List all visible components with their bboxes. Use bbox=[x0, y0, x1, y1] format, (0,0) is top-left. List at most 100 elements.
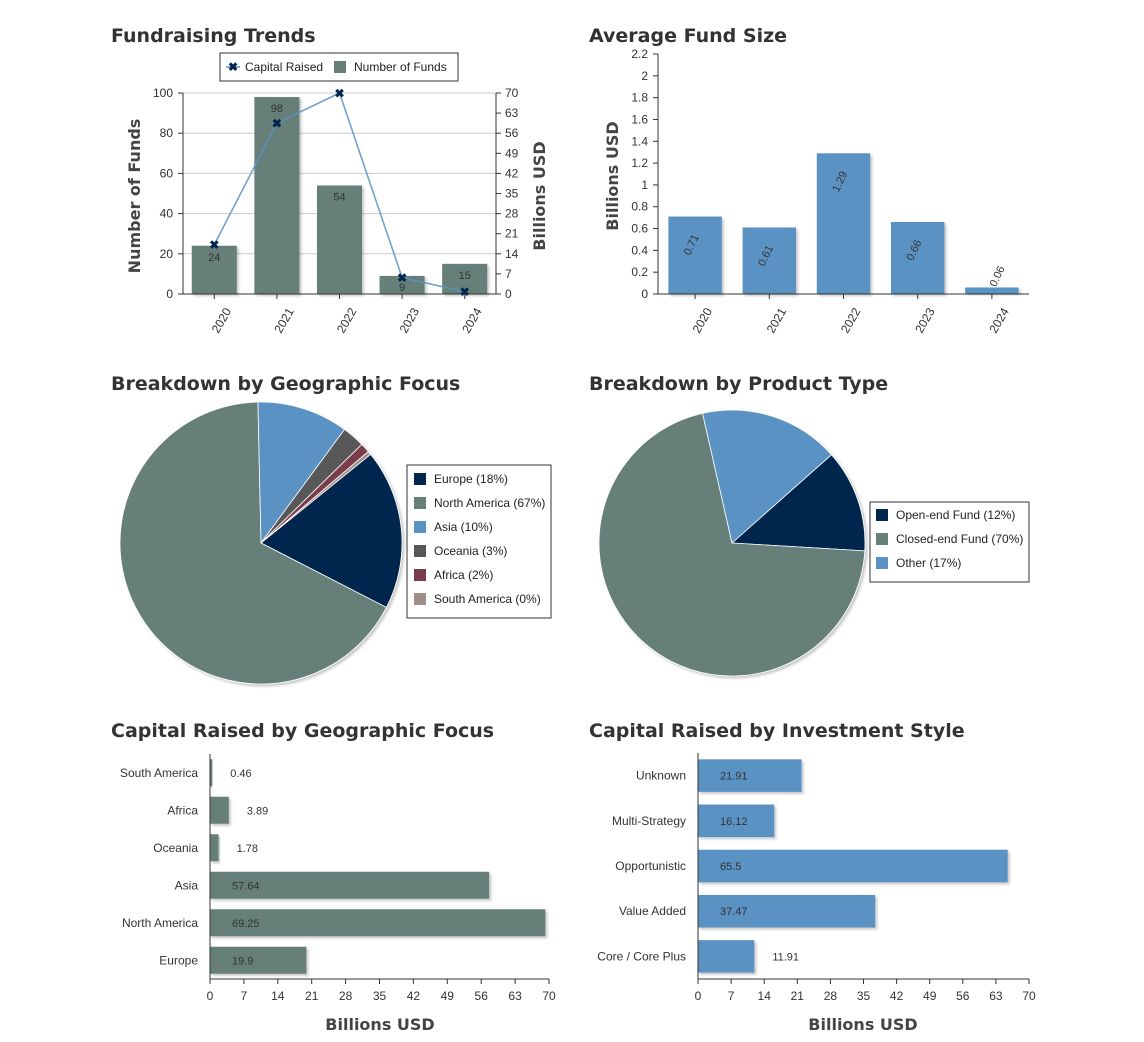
avgsize-y-tick-label: 0.2 bbox=[631, 265, 648, 279]
avgsize-x-tick-label: 2024 bbox=[986, 305, 1012, 335]
fundraising-y2-tick-label: 7 bbox=[505, 267, 512, 281]
geopie-legend-swatch bbox=[414, 473, 426, 485]
capstyle-x-tick-label: 70 bbox=[1022, 989, 1036, 1003]
capstyle-category-label: Value Added bbox=[619, 904, 686, 918]
prodpie-legend[interactable]: Open-end Fund (12%) Closed-end Fund (70%)… bbox=[869, 501, 1030, 583]
fundraising-y2-tick-label: 70 bbox=[505, 86, 519, 100]
capstyle-bar bbox=[698, 804, 775, 838]
fundraising-y2-tick-label: 14 bbox=[505, 247, 519, 261]
prodpie-slice bbox=[598, 412, 866, 677]
capstyle-x-tick-label: 0 bbox=[695, 989, 702, 1003]
prodpie-legend-swatch bbox=[876, 557, 888, 569]
capstyle-bars: 21.91 16.12 65.5 37.47 11.91 bbox=[698, 759, 1008, 973]
avgsize-y-tick-label: 0.8 bbox=[631, 200, 648, 214]
capstyle-x-tick-label: 21 bbox=[791, 989, 805, 1003]
legend-number-of-funds[interactable]: Number of Funds bbox=[354, 60, 447, 74]
capstyle-x-tick-label: 7 bbox=[728, 989, 735, 1003]
avgsize-bar-label: 0.06 bbox=[988, 264, 1008, 288]
panel-average-fund-size: Average Fund Size 0.71 0.611.290.660.06 0… bbox=[589, 25, 1029, 336]
fundraising-capital-marker: ✖ bbox=[334, 87, 344, 101]
avgsize-bar bbox=[742, 227, 797, 294]
fundraising-y2-tick-label: 63 bbox=[505, 106, 519, 120]
geopie-legend-swatch bbox=[414, 593, 426, 605]
avgsize-y-tick-label: 1.4 bbox=[631, 134, 648, 148]
geopie-legend-label: Oceania (3%) bbox=[434, 544, 507, 558]
capgeo-bar-label: 57.64 bbox=[232, 880, 260, 892]
geopie-legend[interactable]: Europe (18%) North America (67%) Asia (10%… bbox=[406, 464, 552, 619]
capstyle-x-tick-label: 63 bbox=[989, 989, 1003, 1003]
capgeo-bar bbox=[210, 759, 213, 787]
geopie-slices bbox=[119, 401, 403, 685]
capstyle-category-label: Multi-Strategy bbox=[612, 814, 686, 828]
capstyle-x-tick-label: 56 bbox=[956, 989, 970, 1003]
fundraising-y-tick-label: 100 bbox=[153, 86, 173, 100]
capstyle-bar-label: 11.91 bbox=[772, 951, 799, 963]
geopie-legend-label: North America (67%) bbox=[434, 496, 545, 510]
fundraising-y2-tick-label: 21 bbox=[505, 227, 519, 241]
fundraising-bars: 24 98 54 9 15 bbox=[191, 97, 488, 295]
fundraising-y2-tick-label: 28 bbox=[505, 207, 519, 221]
capstyle-title: Capital Raised by Investment Style bbox=[589, 720, 965, 742]
panel-geographic-pie: Breakdown by Geographic Focus Europe (18… bbox=[111, 373, 552, 685]
capstyle-bar-label: 21.91 bbox=[720, 771, 748, 783]
fundraising-bar bbox=[254, 97, 300, 295]
capgeo-x-tick-label: 35 bbox=[373, 989, 387, 1003]
prodpie-legend-label: Open-end Fund (12%) bbox=[896, 508, 1015, 522]
fundraising-y-tick-label: 0 bbox=[166, 287, 173, 301]
fundraising-x-tick-label: 2023 bbox=[397, 305, 423, 335]
avgsize-y-tick-label: 1.8 bbox=[631, 91, 648, 105]
capstyle-bar-label: 65.5 bbox=[720, 861, 741, 873]
avgsize-y-tick-label: 2 bbox=[641, 69, 648, 83]
capgeo-bar bbox=[210, 834, 219, 862]
capstyle-category-label: Unknown bbox=[636, 769, 686, 783]
capgeo-category-label: North America bbox=[122, 916, 198, 930]
capstyle-x-tick-label: 35 bbox=[857, 989, 871, 1003]
capgeo-bar bbox=[210, 946, 307, 974]
capgeo-bar-label: 19.9 bbox=[232, 955, 253, 967]
capgeo-x-tick-label: 7 bbox=[241, 989, 248, 1003]
capstyle-bar-label: 16.12 bbox=[720, 816, 748, 828]
capgeo-category-label: Oceania bbox=[153, 841, 198, 855]
capstyle-x-tick-label: 28 bbox=[824, 989, 838, 1003]
prodpie-legend-swatch bbox=[876, 509, 888, 521]
fundraising-y-tick-label: 20 bbox=[160, 247, 174, 261]
capstyle-category-label: Core / Core Plus bbox=[597, 949, 686, 963]
capgeo-x-tick-label: 0 bbox=[207, 989, 214, 1003]
geopie-legend-swatch bbox=[414, 569, 426, 581]
geopie-legend-swatch bbox=[414, 497, 426, 509]
fundraising-legend[interactable]: ✖ Capital Raised Number of Funds bbox=[219, 52, 459, 82]
avgsize-y-tick-label: 1.6 bbox=[631, 112, 648, 126]
prodpie-slices bbox=[598, 409, 866, 677]
fundraising-capital-line-path bbox=[213, 91, 465, 293]
prodpie-legend-box bbox=[869, 501, 1030, 583]
avgsize-bars: 0.71 0.611.290.660.06 bbox=[668, 153, 1019, 294]
geopie-slice bbox=[119, 401, 387, 685]
fundraising-y-tick-label: 80 bbox=[160, 126, 174, 140]
legend-capital-raised[interactable]: Capital Raised bbox=[245, 60, 323, 74]
fundraising-bar-label: 98 bbox=[271, 103, 283, 115]
geopie-legend-label: Africa (2%) bbox=[434, 568, 493, 582]
fundraising-bar-label: 54 bbox=[333, 191, 345, 203]
fundraising-y2-tick-label: 49 bbox=[505, 146, 519, 160]
capgeo-category-label: South America bbox=[120, 766, 198, 780]
geopie-legend-label: Europe (18%) bbox=[434, 472, 508, 486]
fundraising-bar bbox=[191, 245, 237, 294]
avgsize-bar bbox=[890, 222, 945, 294]
panel-capital-by-style: Capital Raised by Investment Style 21.91… bbox=[589, 720, 1036, 1034]
prodpie-legend-label: Other (17%) bbox=[896, 556, 961, 570]
capgeo-x-tick-label: 14 bbox=[271, 989, 285, 1003]
avgsize-x-tick-label: 2023 bbox=[912, 305, 938, 335]
avgsize-y-tick-label: 1.2 bbox=[631, 156, 648, 170]
prodpie-legend-swatch bbox=[876, 533, 888, 545]
avgsize-y-tick-label: 1 bbox=[641, 178, 648, 192]
capstyle-bar bbox=[698, 849, 1008, 883]
fundraising-x-tick-label: 2024 bbox=[459, 305, 485, 335]
fundraising-y2-tick-label: 42 bbox=[505, 166, 519, 180]
fundraising-y-tick-label: 40 bbox=[160, 207, 174, 221]
fundraising-x-tick-label: 2020 bbox=[209, 305, 235, 335]
fundraising-y2-tick-label: 56 bbox=[505, 126, 519, 140]
capgeo-bar-label: 1.78 bbox=[237, 843, 258, 855]
capgeo-x-tick-label: 63 bbox=[508, 989, 522, 1003]
avgsize-y-tick-label: 2.2 bbox=[631, 47, 648, 61]
